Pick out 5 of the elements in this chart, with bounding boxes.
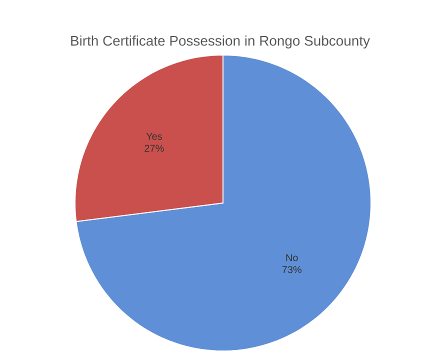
slice-label: No xyxy=(286,254,298,262)
chart-title: Birth Certificate Possession in Rongo Subcounty xyxy=(71,35,370,48)
data-label: 73% xyxy=(282,266,302,274)
data-label: 27% xyxy=(144,144,164,152)
slice-label: Yes xyxy=(146,132,162,140)
